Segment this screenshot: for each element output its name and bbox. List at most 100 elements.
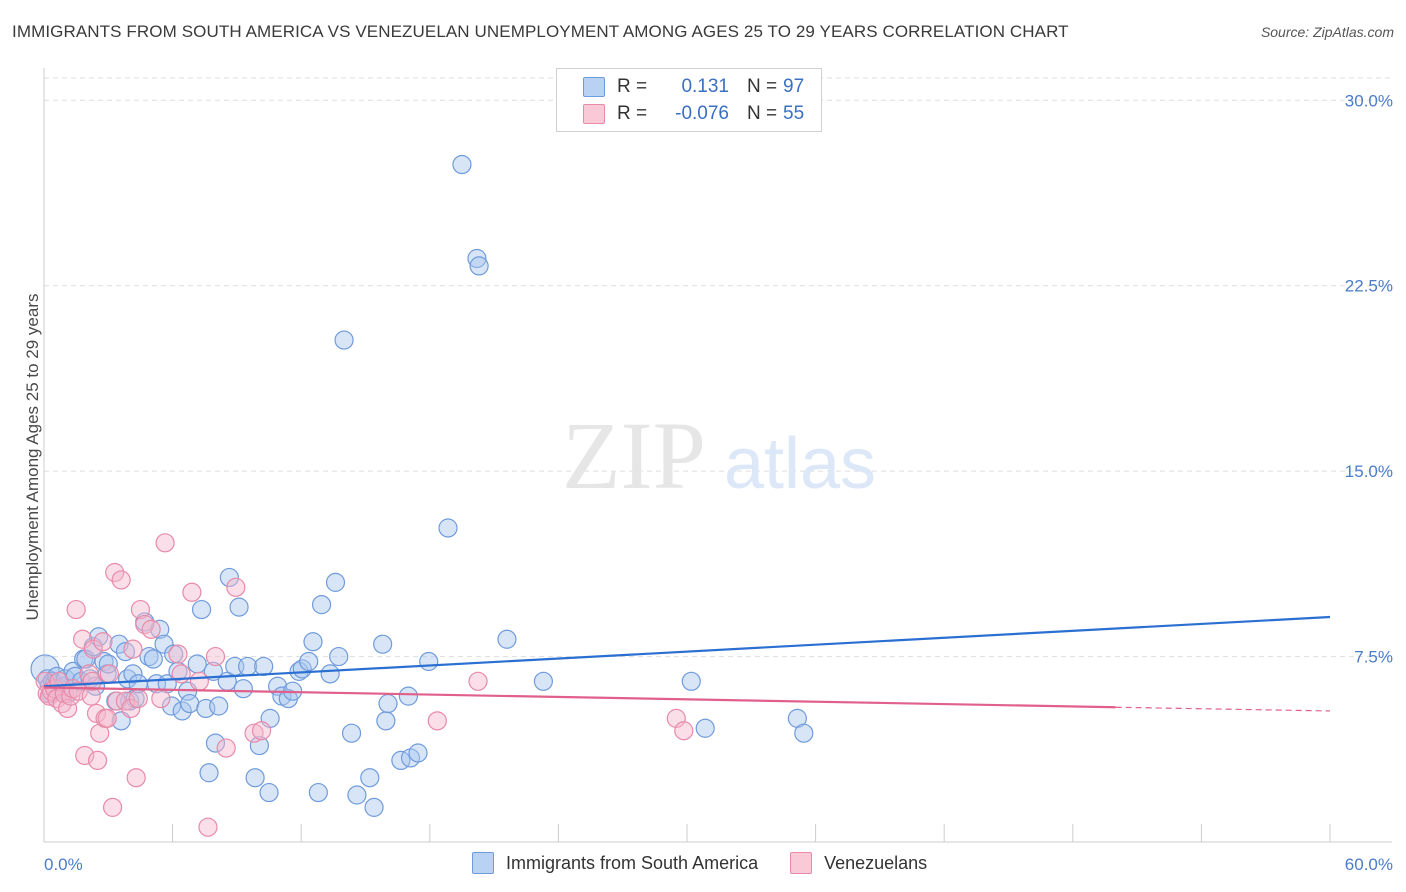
series-venezuelans — [35, 533, 694, 837]
point-immigrants — [219, 567, 239, 588]
point-immigrants — [373, 634, 393, 654]
point-immigrants — [408, 743, 428, 763]
legend-n-label: N = — [747, 76, 778, 97]
point-immigrants — [172, 701, 192, 721]
legend-row-venezuelans: R = -0.076 N = 55 — [583, 102, 804, 126]
point-immigrants — [311, 595, 332, 615]
point-venezuelans — [182, 582, 202, 602]
point-venezuelans — [427, 711, 447, 731]
point-venezuelans — [66, 599, 86, 620]
legend-swatch-blue — [472, 852, 494, 874]
point-immigrants — [452, 154, 472, 175]
trend-line-venezuelans-extension — [1115, 706, 1331, 712]
legend-r-value: 0.131 — [681, 76, 729, 97]
point-venezuelans — [105, 562, 125, 583]
point-immigrants — [245, 768, 265, 788]
point-immigrants — [419, 651, 439, 672]
point-venezuelans — [189, 671, 209, 691]
point-immigrants — [364, 797, 384, 817]
point-immigrants — [115, 642, 136, 662]
point-venezuelans — [151, 688, 171, 709]
point-venezuelans — [111, 570, 131, 590]
point-venezuelans — [82, 671, 102, 691]
point-venezuelans — [128, 688, 148, 709]
point-venezuelans — [198, 817, 218, 837]
point-immigrants — [98, 654, 118, 674]
point-immigrants — [469, 256, 489, 276]
point-immigrants — [320, 664, 340, 684]
point-venezuelans — [72, 629, 93, 649]
point-immigrants — [376, 711, 396, 731]
trend-line-immigrants — [43, 615, 1331, 688]
y-tick-label: 15.0% — [1345, 462, 1393, 481]
point-venezuelans — [68, 681, 88, 701]
point-immigrants — [143, 649, 163, 669]
point-immigrants — [329, 646, 349, 667]
legend-item-venezuelans: Venezuelans — [790, 852, 927, 874]
point-immigrants — [794, 723, 814, 743]
trend-lines — [43, 615, 1331, 712]
point-immigrants — [191, 599, 212, 620]
point-immigrants — [325, 572, 346, 592]
point-venezuelans — [251, 721, 272, 741]
point-venezuelans — [57, 698, 78, 719]
watermark-zip: ZIP — [562, 402, 706, 509]
point-immigrants — [467, 248, 487, 269]
correlation-legend: R = 0.131 N = 97 R = -0.076 N = 55 — [556, 68, 822, 132]
legend-r-label: R = — [617, 76, 648, 97]
point-immigrants — [238, 656, 258, 677]
point-immigrants — [259, 782, 279, 803]
y-tick-label: 30.0% — [1345, 91, 1393, 110]
point-immigrants — [438, 518, 458, 538]
point-immigrants — [303, 632, 323, 652]
point-venezuelans — [93, 632, 113, 652]
point-immigrants — [229, 597, 249, 617]
y-tick-label: 22.5% — [1345, 277, 1393, 296]
point-venezuelans — [83, 639, 103, 659]
legend-n-label: N = — [747, 103, 778, 124]
watermark-atlas: atlas — [724, 424, 876, 504]
point-venezuelans — [102, 797, 123, 817]
point-venezuelans — [141, 619, 161, 639]
point-venezuelans — [135, 614, 155, 635]
point-immigrants — [334, 330, 354, 350]
point-venezuelans — [87, 750, 108, 771]
x-tick-label: 60.0% — [1345, 855, 1393, 874]
series-legend: Immigrants from South America Venezuelan… — [472, 852, 959, 874]
point-venezuelans — [244, 723, 264, 743]
legend-swatch-pink — [790, 852, 813, 874]
trend-line-venezuelans — [43, 686, 1116, 709]
point-venezuelans — [205, 646, 226, 667]
point-immigrants — [378, 693, 398, 714]
point-venezuelans — [126, 768, 146, 788]
legend-swatch-pink — [583, 104, 605, 124]
y-tick-label: 7.5% — [1354, 648, 1393, 667]
point-immigrants — [180, 693, 200, 714]
point-immigrants — [233, 679, 253, 699]
y-axis-label: Unemployment Among Ages 25 to 29 years — [23, 294, 42, 621]
point-immigrants — [254, 656, 274, 677]
grid-lines — [44, 77, 1392, 658]
point-immigrants — [154, 634, 174, 654]
point-venezuelans — [99, 664, 119, 684]
point-immigrants — [249, 735, 270, 756]
point-immigrants — [341, 723, 362, 743]
legend-row-immigrants: R = 0.131 N = 97 — [583, 75, 804, 99]
point-venezuelans — [123, 639, 143, 659]
point-venezuelans — [121, 698, 141, 719]
point-immigrants — [123, 664, 143, 684]
point-venezuelans — [130, 599, 151, 620]
point-immigrants — [398, 686, 418, 706]
point-immigrants — [360, 768, 380, 788]
tick-labels: 7.5% 15.0% 22.5% 30.0% 0.0% 60.0% — [44, 91, 1393, 874]
axes — [43, 68, 1392, 843]
legend-r-value: -0.076 — [675, 103, 729, 124]
legend-swatch-blue — [583, 77, 605, 97]
point-immigrants — [308, 782, 328, 803]
point-venezuelans — [168, 644, 188, 664]
point-immigrants — [533, 671, 553, 691]
legend-label-venezuelans: Venezuelans — [824, 852, 928, 873]
point-venezuelans — [75, 745, 95, 766]
point-immigrants — [205, 733, 226, 753]
